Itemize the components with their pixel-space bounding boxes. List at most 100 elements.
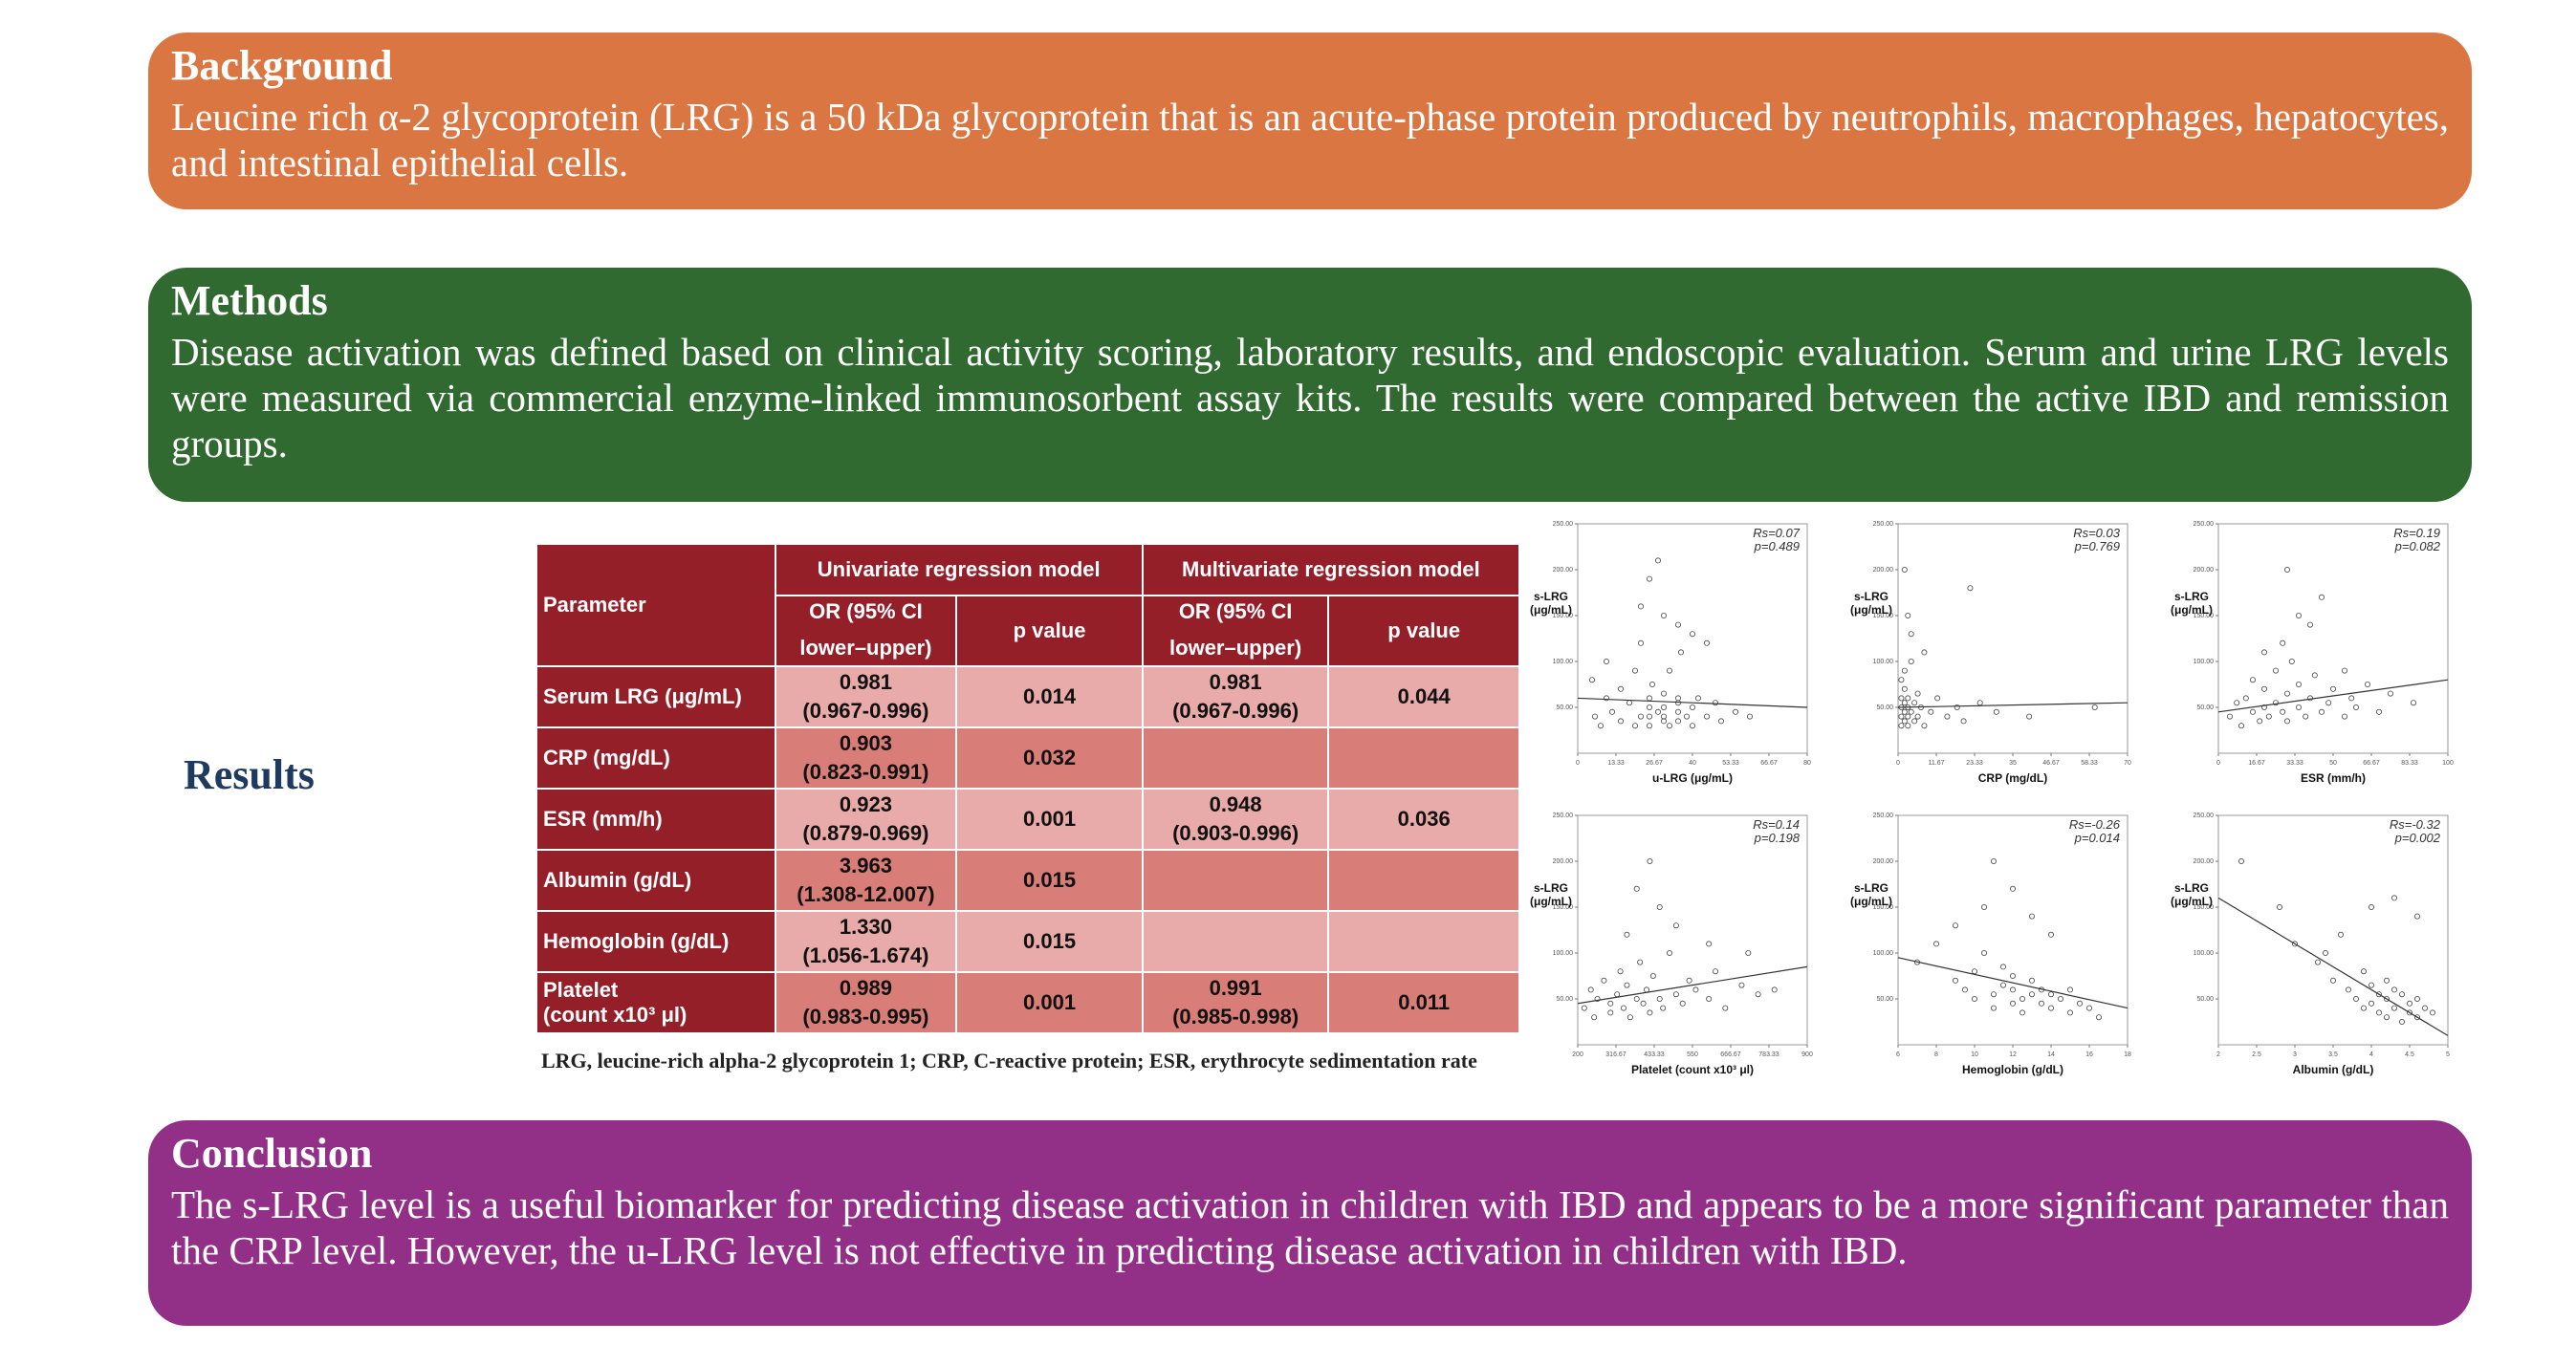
y-axis-label: s-LRG [1534, 881, 1568, 895]
x-tick-label: 4.5 [2405, 1051, 2414, 1058]
y-tick-label: 50.00 [1556, 704, 1573, 711]
data-point [1993, 708, 1999, 715]
x-tick-label: 50 [2329, 760, 2337, 767]
plot-frame [1897, 523, 2128, 754]
plot-frame [1897, 814, 2128, 1046]
x-tick-label: 80 [1803, 760, 1811, 767]
data-point [1706, 995, 1713, 1002]
data-point [1980, 904, 1987, 911]
x-tick-label: 12 [2009, 1051, 2017, 1058]
data-point [2322, 949, 2328, 956]
data-point [1656, 904, 1663, 911]
data-point [1633, 995, 1640, 1002]
table-row: CRP (mg/dL) 0.903 (0.823-0.991) 0.032 [535, 726, 1520, 790]
data-point [2095, 1014, 2102, 1021]
conclusion-section: Conclusion The s-LRG level is a useful b… [148, 1120, 2472, 1326]
y-tick-label: 50.00 [1876, 996, 1893, 1003]
data-point [2280, 708, 2286, 715]
data-point [1905, 695, 1911, 702]
data-point [2398, 1018, 2405, 1025]
x-tick-label: 33.33 [2286, 760, 2303, 767]
x-tick-label: 18 [2124, 1051, 2131, 1058]
data-point [1901, 685, 1908, 692]
data-point [1908, 631, 1914, 638]
header-multivariate: Multivariate regression model [1141, 543, 1521, 596]
data-point [2277, 904, 2283, 911]
data-point [2337, 931, 2344, 938]
data-point [1999, 982, 2006, 988]
data-point [2261, 685, 2268, 692]
data-point [2360, 968, 2367, 975]
data-point [1703, 713, 1710, 720]
data-point [1686, 977, 1692, 984]
data-point [2413, 995, 2420, 1002]
y-tick-label: 200.00 [2194, 858, 2215, 865]
data-point [1679, 1000, 1686, 1007]
data-point [2066, 986, 2073, 993]
data-point [2009, 972, 2016, 979]
y-axis-label: s-LRG [1854, 590, 1888, 603]
data-point [1745, 949, 1752, 956]
data-point [2303, 713, 2309, 720]
data-point [1607, 1000, 1614, 1007]
data-point [2318, 708, 2325, 715]
data-point [1656, 995, 1663, 1002]
data-point [1689, 631, 1695, 638]
data-point [1914, 713, 1921, 720]
x-tick-label: 3 [2293, 1051, 2297, 1058]
data-point [1738, 982, 1745, 988]
background-section: Background Leucine rich α-2 glycoprotein… [148, 32, 2472, 209]
data-point [1633, 885, 1640, 892]
y-axis-label: s-LRG [1534, 590, 1568, 603]
data-point [1990, 1005, 1997, 1011]
data-point [1621, 1005, 1627, 1011]
data-point [1755, 991, 1761, 998]
data-point [1638, 713, 1645, 720]
methods-text: Disease activation was defined based on … [171, 330, 2449, 466]
data-point [2360, 1005, 2367, 1011]
y-tick-label: 200.00 [2194, 567, 2215, 574]
x-tick-label: 23.33 [1966, 760, 1983, 767]
data-point [2250, 677, 2257, 683]
data-point [2383, 995, 2390, 1002]
data-point [1666, 667, 1672, 674]
y-tick-label: 200.00 [1553, 858, 1574, 865]
data-point [2047, 931, 2054, 938]
data-point [1732, 708, 1738, 715]
data-point [2306, 621, 2313, 628]
plot-frame [2217, 523, 2449, 754]
data-point [1914, 690, 1921, 697]
data-point [1953, 922, 1959, 929]
data-point [2406, 1009, 2412, 1016]
data-point [1647, 575, 1653, 582]
data-point [1589, 677, 1596, 683]
data-point [2329, 685, 2336, 692]
y-axis-label: s-LRG [2174, 590, 2209, 603]
data-point [2368, 904, 2374, 911]
data-point [1944, 713, 1951, 720]
data-point [1672, 922, 1679, 929]
data-point [2345, 986, 2351, 993]
y-tick-label: 100.00 [1873, 659, 1894, 665]
y-tick-label: 150.00 [2194, 904, 2215, 911]
background-title: Background [171, 42, 393, 89]
x-tick-label: 46.67 [2042, 760, 2060, 767]
header-multi-or: OR (95% CI lower–upper) [1141, 595, 1330, 667]
data-point [1624, 982, 1630, 988]
data-point [1703, 639, 1710, 646]
data-point [1905, 723, 1911, 729]
data-point [2368, 982, 2374, 988]
data-point [1694, 695, 1701, 702]
y-axis-unit: (μg/mL) [1850, 603, 1892, 617]
data-point [2387, 690, 2393, 697]
y-tick-label: 150.00 [1553, 613, 1574, 619]
data-point [2390, 986, 2397, 993]
rs-label: Rs=-0.26 [2069, 817, 2121, 832]
data-point [2352, 995, 2359, 1002]
data-point [2257, 718, 2263, 725]
data-point [2325, 700, 2332, 706]
y-tick-label: 150.00 [1873, 904, 1894, 911]
y-tick-label: 250.00 [1553, 521, 1574, 528]
data-point [2341, 713, 2347, 720]
data-point [2250, 708, 2257, 715]
